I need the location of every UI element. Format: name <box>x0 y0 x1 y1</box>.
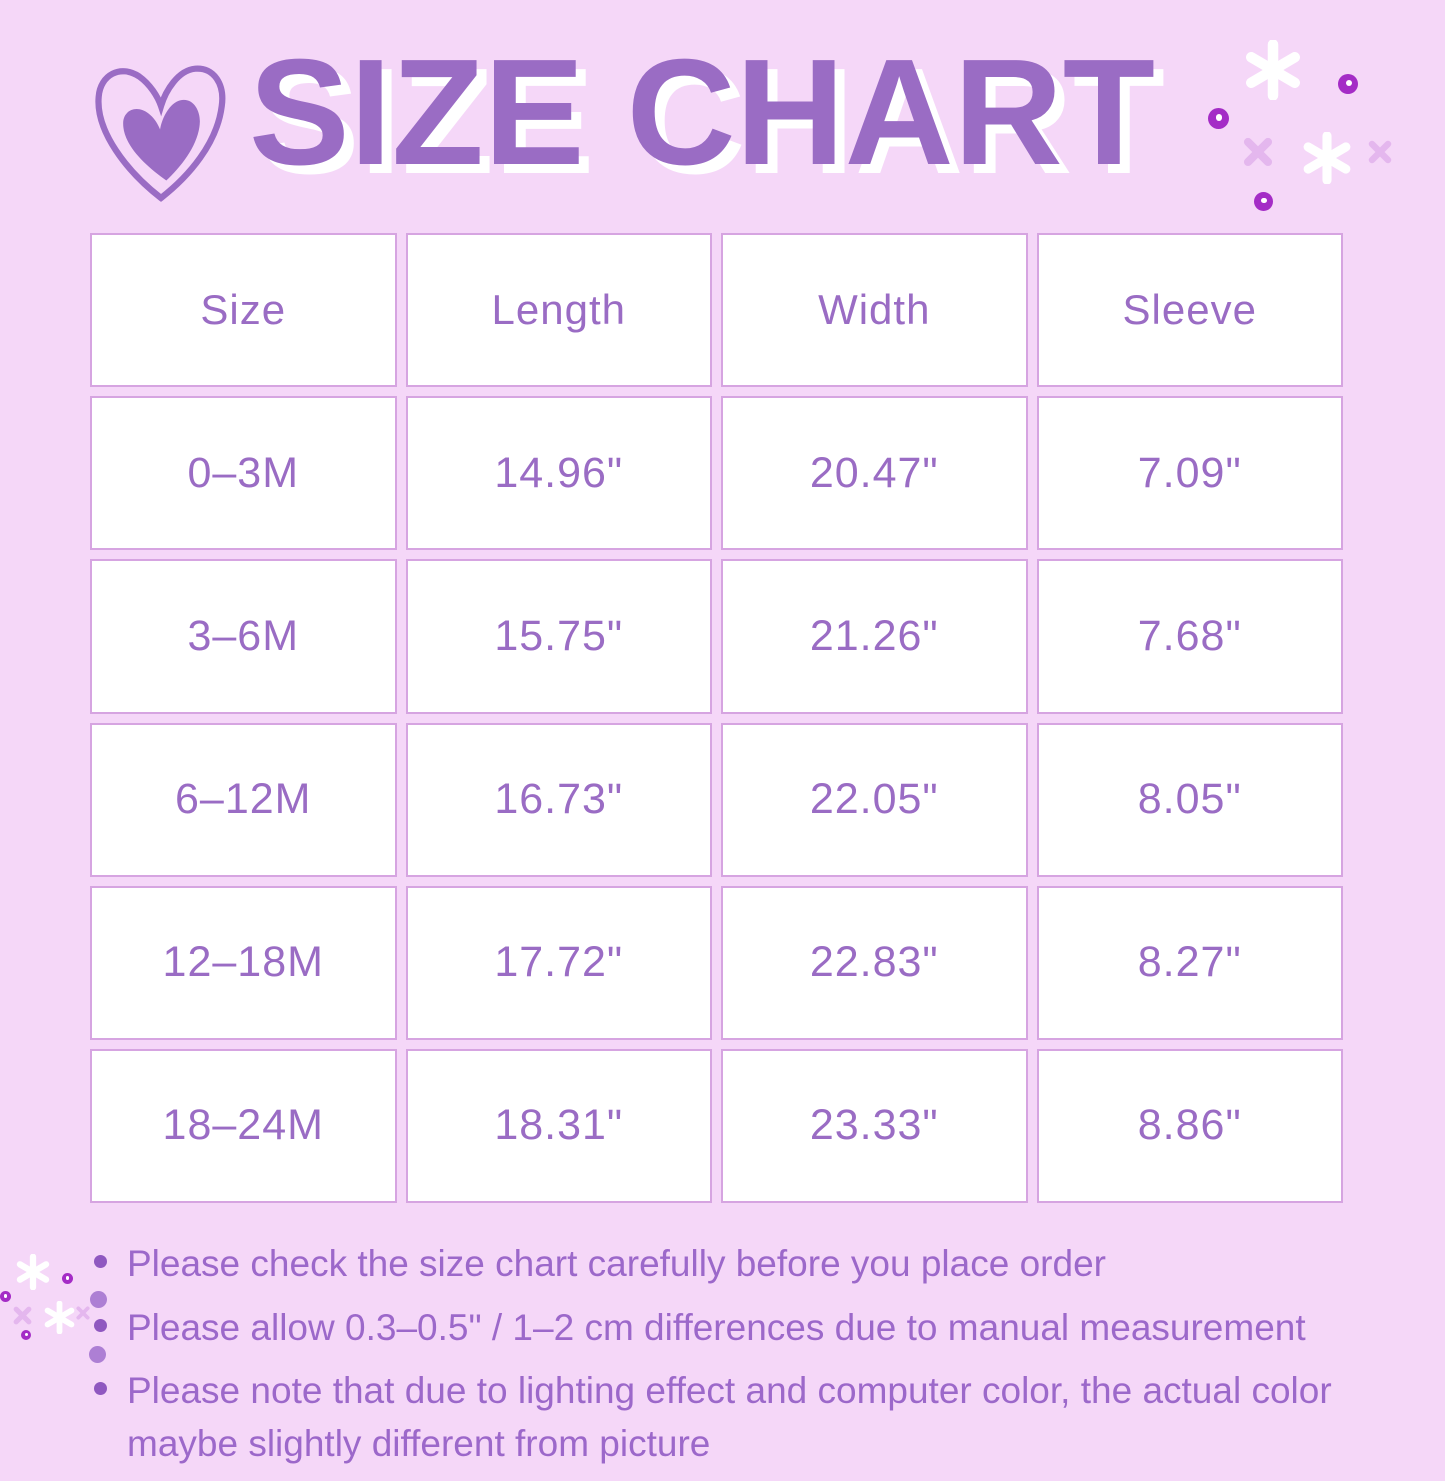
table-cell-sleeve: 8.27" <box>1036 885 1343 1040</box>
table-cell-length: 14.96" <box>405 396 712 551</box>
table-cell-size: 6–12M <box>90 722 397 877</box>
note-text: Please note that due to lighting effect … <box>127 1370 1332 1464</box>
table-cell-width: 21.26" <box>721 559 1028 714</box>
note-text: Please check the size chart carefully be… <box>127 1243 1106 1284</box>
sparkle-dot-icon <box>21 1330 31 1340</box>
sparkle-x-icon <box>1368 140 1392 164</box>
table-cell-sleeve: 7.68" <box>1036 559 1343 714</box>
sparkle-dot-icon <box>1338 74 1358 94</box>
note-item: Please check the size chart carefully be… <box>94 1238 1404 1291</box>
note-item: Please allow 0.3–0.5" / 1–2 cm differenc… <box>94 1302 1404 1355</box>
sparkle-dot-icon <box>89 1346 106 1363</box>
size-chart-table: Size Length Width Sleeve 0–3M 14.96" 20.… <box>90 233 1343 1203</box>
sparkle-star-icon <box>44 1301 75 1334</box>
size-chart-page: { "page": { "title_label": "SIZE CHART" … <box>0 27 1392 1464</box>
sparkle-dot-icon <box>90 1291 107 1308</box>
table-cell-length: 17.72" <box>405 885 712 1040</box>
table-cell-size: 0–3M <box>90 396 397 551</box>
column-header-length: Length <box>405 233 712 388</box>
table-cell-width: 23.33" <box>721 1048 1028 1203</box>
table-cell-size: 12–18M <box>90 885 397 1040</box>
table-cell-width: 22.05" <box>721 722 1028 877</box>
bullet-dot-icon <box>94 1382 107 1396</box>
table-cell-sleeve: 8.86" <box>1036 1048 1343 1203</box>
column-header-sleeve: Sleeve <box>1036 233 1343 388</box>
table-cell-size: 18–24M <box>90 1048 397 1203</box>
sparkle-star-icon <box>16 1254 50 1290</box>
sparkle-star-icon <box>1303 132 1351 184</box>
sparkle-dot-icon <box>62 1273 73 1284</box>
table-cell-sleeve: 8.05" <box>1036 722 1343 877</box>
sparkle-dot-icon <box>1254 192 1273 211</box>
table-cell-width: 22.83" <box>721 885 1028 1040</box>
bullet-dot-icon <box>94 1318 107 1332</box>
page-title: SIZE CHART <box>249 27 1155 196</box>
notes-list: Please check the size chart carefully be… <box>94 1238 1404 1481</box>
table-cell-size: 3–6M <box>90 559 397 714</box>
column-header-size: Size <box>90 233 397 388</box>
note-text: Please allow 0.3–0.5" / 1–2 cm differenc… <box>127 1306 1306 1348</box>
table-cell-length: 15.75" <box>405 559 712 714</box>
sparkle-x-icon <box>13 1306 32 1325</box>
heart-doodle-icon <box>95 65 226 202</box>
sparkle-x-icon <box>76 1306 90 1320</box>
sparkle-dot-icon <box>1208 108 1229 129</box>
table-cell-length: 16.73" <box>405 722 712 877</box>
table-cell-width: 20.47" <box>721 396 1028 551</box>
table-cell-length: 18.31" <box>405 1048 712 1203</box>
sparkle-star-icon <box>1246 40 1300 100</box>
sparkle-dot-icon <box>0 1291 11 1302</box>
bullet-dot-icon <box>94 1255 107 1268</box>
table-cell-sleeve: 7.09" <box>1036 396 1343 551</box>
column-header-width: Width <box>721 233 1028 388</box>
note-item: Please note that due to lighting effect … <box>94 1365 1404 1470</box>
sparkle-x-icon <box>1243 137 1273 167</box>
